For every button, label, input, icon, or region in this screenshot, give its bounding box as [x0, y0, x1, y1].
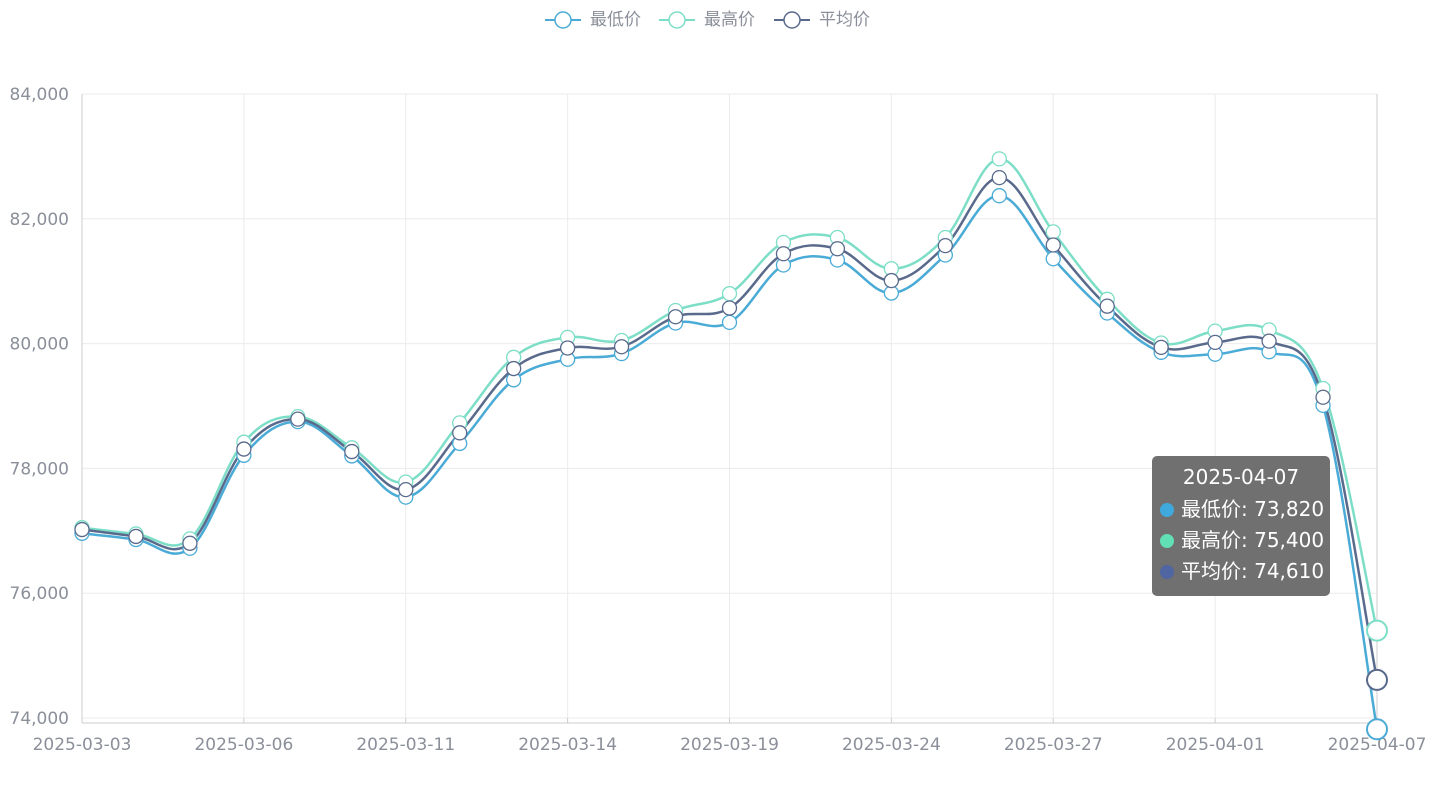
data-point-avg — [1153, 339, 1169, 355]
tooltip-row-avg: 平均价: 74,610 — [1160, 556, 1325, 587]
data-point-avg — [883, 272, 900, 289]
y-tick-label: 74,000 — [10, 709, 69, 729]
data-point-min — [1045, 251, 1061, 267]
data-point-min — [991, 188, 1007, 204]
data-point-avg — [829, 241, 846, 257]
tooltip-title: 2025-04-07 — [1182, 465, 1300, 489]
tooltip-label-min: 最低价: 73,820 — [1181, 497, 1325, 521]
data-point-avg — [236, 441, 252, 457]
legend-item-avg: 平均价 — [774, 10, 870, 30]
data-point-min — [1366, 718, 1388, 741]
y-tick-label: 80,000 — [10, 335, 69, 355]
x-tick-label: 2025-03-14 — [518, 735, 617, 755]
x-tick-label: 2025-03-27 — [1004, 735, 1103, 755]
legend-marker — [668, 11, 686, 29]
tooltip-row-max: 最高价: 75,400 — [1160, 525, 1325, 556]
data-point-avg — [721, 300, 738, 316]
tooltip-dot-avg — [1160, 564, 1174, 579]
data-point-avg — [128, 528, 144, 545]
data-point-max — [1366, 619, 1388, 642]
legend-label: 最高价 — [704, 10, 755, 30]
x-tick-label: 2025-03-11 — [356, 735, 455, 755]
y-tick-label: 78,000 — [10, 459, 69, 479]
x-tick-label: 2025-03-03 — [33, 735, 132, 755]
data-point-max — [991, 151, 1007, 167]
data-point-avg — [1261, 333, 1277, 349]
tooltip-row-min: 最低价: 73,820 — [1160, 494, 1325, 525]
data-point-avg — [667, 309, 684, 325]
data-point-avg — [937, 237, 953, 254]
data-point-max — [721, 286, 738, 302]
x-tick-label: 2025-03-19 — [680, 735, 779, 755]
x-tick-label: 2025-04-07 — [1328, 735, 1427, 755]
tooltip-dot-min — [1160, 502, 1174, 517]
y-tick-label: 76,000 — [10, 584, 69, 604]
data-point-avg — [74, 521, 90, 538]
data-point-avg — [1366, 668, 1388, 691]
data-point-avg — [344, 443, 360, 460]
legend-item-min: 最低价 — [545, 10, 641, 30]
data-point-avg — [1045, 237, 1061, 253]
data-point-avg — [775, 246, 792, 262]
x-tick-label: 2025-04-01 — [1166, 735, 1265, 755]
y-tick-label: 82,000 — [10, 210, 69, 230]
tooltip: 2025-04-07 最低价: 73,820 最高价: 75,400 平均价: … — [1152, 456, 1330, 596]
data-point-avg — [1099, 298, 1115, 314]
x-tick-label: 2025-03-24 — [842, 735, 941, 755]
legend-marker — [783, 11, 801, 29]
data-point-avg — [613, 339, 630, 355]
legend-marker — [554, 11, 572, 29]
data-point-avg — [398, 481, 414, 498]
y-tick-label: 84,000 — [10, 85, 69, 105]
data-point-max — [1045, 224, 1061, 240]
data-point-avg — [452, 425, 468, 441]
data-point-avg — [1315, 389, 1331, 405]
data-point-avg — [182, 535, 198, 551]
tooltip-label-avg: 平均价: 74,610 — [1181, 559, 1325, 583]
data-point-avg — [1207, 334, 1223, 351]
data-point-min — [721, 314, 738, 331]
legend-label: 平均价 — [819, 10, 870, 30]
tooltip-dot-max — [1160, 533, 1174, 548]
tooltip-label-max: 最高价: 75,400 — [1181, 528, 1325, 552]
x-tick-label: 2025-03-06 — [194, 735, 293, 755]
legend-item-max: 最高价 — [659, 10, 755, 30]
data-point-avg — [290, 411, 306, 427]
data-point-avg — [559, 340, 576, 356]
data-point-avg — [991, 169, 1007, 186]
data-point-avg — [506, 360, 522, 377]
legend-label: 最低价 — [590, 10, 641, 30]
